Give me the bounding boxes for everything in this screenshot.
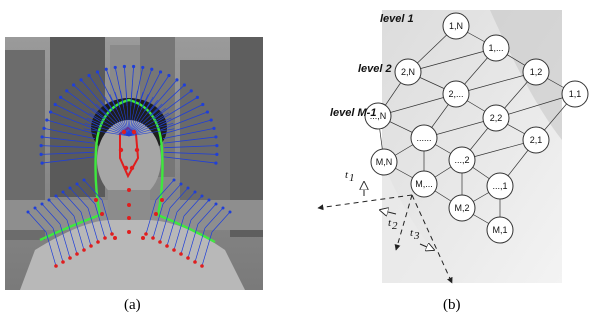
lattice-node: 2,... [442,80,470,108]
projection-axes [317,182,453,284]
lattice-nodes: 1,N 1,... 1,2 1,1 2,N 2,... 2,2 2,1 ...,N.......… [364,12,589,244]
lattice-node: 1,... [482,34,510,62]
svg-text:1: 1 [349,172,355,184]
caption-b: (b) [443,297,461,313]
lattice-node: 1,1 [561,80,589,108]
axis-label-t2: t 2 [388,217,398,232]
lattice-node-label: ...,N [370,111,387,121]
lattice-node: ...,2 [448,146,476,174]
level-label-m-1: level M-1 [330,107,376,119]
lattice-node: M,1 [486,216,514,244]
lattice-node-label: M,N [376,157,393,167]
svg-text:t: t [388,217,392,229]
lattice-node-label: 1,... [488,43,503,53]
lattice-node: ...... [410,124,438,152]
contour-lines [27,66,231,267]
contour-points [26,64,232,268]
lattice-node: ...,1 [486,172,514,200]
lattice-node: 1,N [442,12,470,40]
lattice-node: 2,1 [522,126,550,154]
lattice-node-label: ...,1 [492,181,507,191]
diagram-background [382,10,562,283]
svg-text:3: 3 [413,230,420,242]
axis-label-t3: t 3 [410,227,420,242]
lattice-node: M,N [370,148,398,176]
lattice-node-label: ...,2 [454,155,469,165]
lattice-node-label: M,1 [492,225,507,235]
caption-a: (a) [124,297,141,313]
face-contour-figure [5,37,263,290]
svg-text:2: 2 [392,220,398,232]
lattice-node-label: 1,1 [569,89,582,99]
lattice-node-label: M,2 [454,203,469,213]
lattice-node-label: 2,1 [530,135,543,145]
lattice-node-label: M,... [415,179,433,189]
lattice-node: M,2 [448,194,476,222]
lattice-node-label: 1,N [449,21,463,31]
lattice-node: 1,2 [522,58,550,86]
lattice-node: M,... [410,170,438,198]
axis-label-t1: t 1 [345,169,355,184]
lattice-node-label: 2,2 [490,113,503,123]
lattice-node-label: 1,2 [530,67,543,77]
lattice-node-label: 2,... [448,89,463,99]
svg-text:t: t [410,227,414,239]
svg-text:t: t [345,169,349,181]
lattice-node: 2,N [394,58,422,86]
level-label-2: level 2 [358,63,392,75]
lattice-node: ...,N [364,102,392,130]
lattice-node: 2,2 [482,104,510,132]
lattice-diagram: 1,N 1,... 1,2 1,1 2,N 2,... 2,2 2,1 ...,N.......… [317,10,589,284]
lattice-node-label: ...... [416,133,431,143]
lattice-node-label: 2,N [401,67,415,77]
level-label-1: level 1 [380,13,414,25]
